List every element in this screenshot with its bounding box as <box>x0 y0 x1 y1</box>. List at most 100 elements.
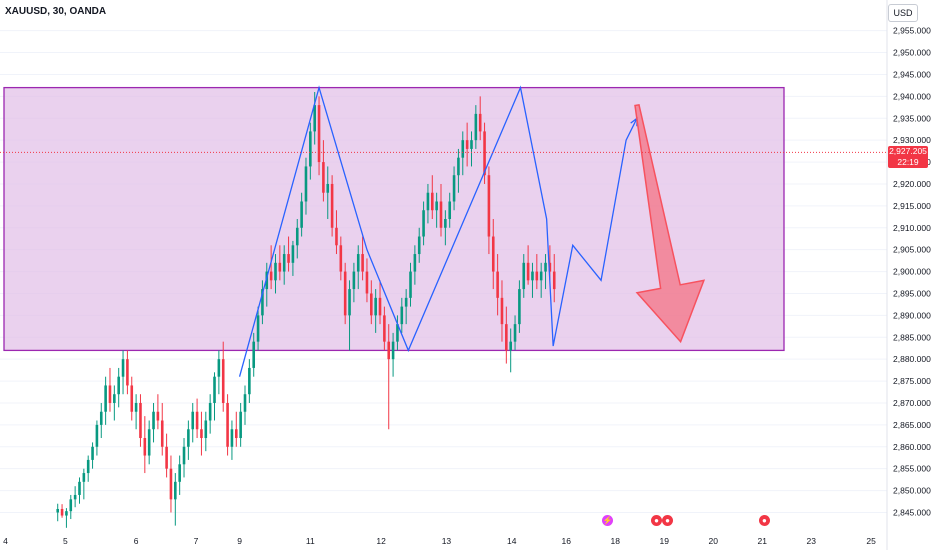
candle <box>234 411 238 447</box>
candle-body <box>352 271 356 290</box>
candle-body <box>500 297 504 325</box>
candle <box>309 122 312 180</box>
price-tick-label: 2,880.000 <box>893 354 931 364</box>
candle-body <box>348 289 351 316</box>
candle <box>409 262 412 307</box>
candle-body <box>126 359 129 386</box>
candle-body <box>265 271 269 290</box>
candle <box>130 376 134 421</box>
us-flag-event-icon[interactable]: ● <box>661 515 673 526</box>
candle-body <box>478 113 482 132</box>
candle-body <box>448 201 452 220</box>
us-flag-event-icon[interactable]: ● <box>651 515 663 526</box>
double-top-pattern-line[interactable] <box>238 85 638 377</box>
candle-body <box>326 183 330 193</box>
candle-body <box>526 262 530 281</box>
candle-body <box>200 429 203 439</box>
candle <box>160 402 164 456</box>
candle-body <box>304 166 308 202</box>
candle-body <box>208 402 212 421</box>
candle-body <box>82 473 86 482</box>
candle <box>82 468 86 500</box>
candle-body <box>361 254 364 272</box>
price-tick-label: 2,940.000 <box>893 91 931 101</box>
candle-body <box>121 359 125 377</box>
price-tick-label: 2,950.000 <box>893 48 931 58</box>
candle <box>478 96 482 141</box>
candle-body <box>108 385 112 403</box>
candle-body <box>95 424 99 447</box>
bar-countdown: 22:19 <box>897 157 919 168</box>
candle <box>304 157 308 215</box>
candle <box>104 376 107 425</box>
candle-body <box>243 394 247 412</box>
candle-body <box>491 236 495 272</box>
candle <box>152 402 155 443</box>
time-tick-label: 16 <box>561 536 571 546</box>
time-axis[interactable]: 4 5 6 7 9 11 12 13 14 16 18 19 20 21 23 25 <box>3 536 876 546</box>
candle-body <box>226 402 229 447</box>
candle <box>335 210 338 255</box>
price-tick-label: 2,930.000 <box>893 135 931 145</box>
time-tick-label: 25 <box>866 536 876 546</box>
candle <box>147 420 151 465</box>
candle-body <box>430 192 434 211</box>
candle-body <box>65 511 68 516</box>
price-axis[interactable]: 2,845.000 2,850.000 2,855.000 2,860.000 2,86… <box>893 26 931 518</box>
candle-body <box>165 446 168 469</box>
candle <box>239 402 242 447</box>
candle <box>178 455 181 495</box>
candle-body <box>400 306 404 325</box>
candle <box>465 122 469 167</box>
candle <box>326 166 330 220</box>
candlestick-series <box>56 91 556 528</box>
candle-body <box>426 192 430 211</box>
candle <box>143 416 147 474</box>
candle <box>496 254 499 316</box>
candle-body <box>217 359 221 377</box>
candle <box>126 350 129 395</box>
candle <box>200 411 203 456</box>
candle <box>195 398 199 439</box>
candle-body <box>391 341 395 360</box>
candle <box>204 411 208 452</box>
candle-body <box>409 271 412 298</box>
bearish-projection-arrow[interactable] <box>634 103 706 344</box>
candle <box>526 245 530 285</box>
candle <box>439 183 443 237</box>
candle <box>322 140 325 202</box>
candle <box>248 359 251 403</box>
candle <box>370 280 373 325</box>
time-tick-label: 9 <box>237 536 242 546</box>
candle-body <box>261 289 264 316</box>
currency-button[interactable]: USD <box>888 4 918 22</box>
candle <box>282 245 286 285</box>
candle <box>217 350 221 395</box>
candle <box>95 420 99 456</box>
candle <box>117 367 120 408</box>
candle-body <box>548 262 552 272</box>
time-tick-label: 18 <box>610 536 620 546</box>
time-tick-label: 11 <box>306 536 315 546</box>
us-flag-event-icon[interactable]: ● <box>758 515 770 526</box>
time-tick-label: 20 <box>708 536 718 546</box>
candle <box>487 166 491 255</box>
candle-body <box>282 254 286 272</box>
price-tick-label: 2,905.000 <box>893 245 931 255</box>
candle <box>461 131 465 176</box>
candle <box>78 477 81 504</box>
candle-body <box>256 315 260 342</box>
last-price-value: 2,927.205 <box>889 146 927 157</box>
candle <box>387 324 391 430</box>
candle <box>291 240 295 276</box>
candle-body <box>274 262 277 281</box>
candle <box>226 394 229 456</box>
candle-body <box>248 367 251 395</box>
candle-body <box>195 411 199 430</box>
candle <box>274 254 277 294</box>
candle <box>86 455 90 482</box>
candle <box>265 262 269 307</box>
flash-event-icon[interactable]: ⚡ <box>602 515 614 526</box>
price-tick-label: 2,935.000 <box>893 113 931 123</box>
